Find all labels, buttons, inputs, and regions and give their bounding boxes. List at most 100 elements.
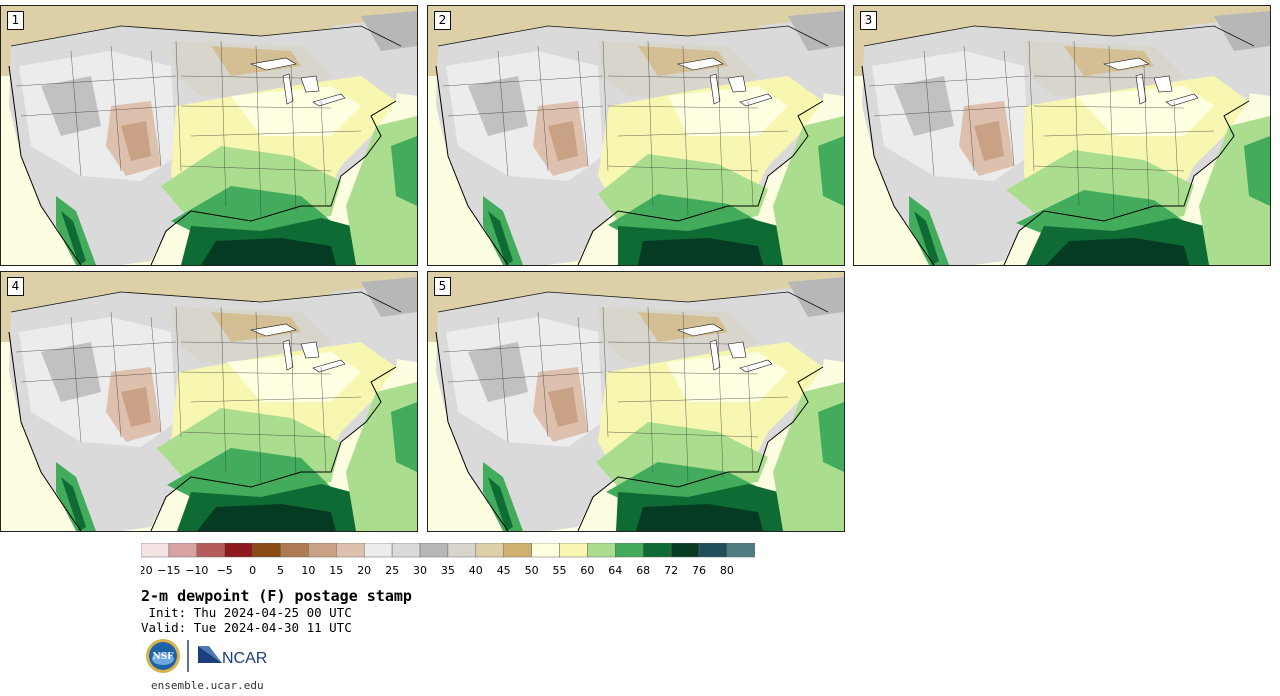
upper-midwest-band [638,312,728,342]
gulf-core [638,238,763,265]
colorbar-swatch [698,543,728,558]
us-canada-border [10,25,402,47]
upper-midwest-band [211,46,301,76]
state-boundaries [442,306,789,483]
lake-michigan [1135,73,1147,105]
colorbar-swatch [168,543,198,558]
colorbar-swatch [670,543,700,558]
colorbar-swatch [391,543,421,558]
desert-dry-core [121,121,151,161]
desert-dry-core [121,387,151,427]
great-basin-patch [41,342,101,402]
colorbar-swatch [726,543,756,558]
mexico-coast-core [61,211,86,265]
west-coastline [861,65,935,265]
sponsor-logos: NSF NCAR [146,639,267,673]
gulf-core [1046,238,1189,265]
colorbar-tick-label: 30 [413,564,427,577]
great-basin-patch [468,342,528,402]
colorbar-swatch [559,543,588,558]
gulf-stream [391,136,417,206]
colorbar-swatch [224,543,253,558]
colorbar-tick-label: 68 [636,564,650,577]
lake-superior [676,57,724,71]
colorbar-tick-label: 64 [608,564,622,577]
colorbar-tick-label: 0 [249,564,256,577]
colorbar-tick-label: 72 [664,564,678,577]
upper-midwest-band [211,312,301,342]
lake-huron [1153,75,1173,93]
gulf-core [201,238,336,265]
upper-midwest-band [638,46,728,76]
coastline [150,366,397,531]
colorbar-tick-label: 76 [692,564,706,577]
colorbar-swatch [419,543,449,558]
coastline [577,100,824,265]
lake-superior [676,323,724,337]
upper-midwest-band [1064,46,1154,76]
colorbar-swatch [503,543,532,558]
mexico-coast-core [914,211,939,265]
us-canada-border [10,291,402,313]
lake-huron [727,341,747,359]
mexico-coast-core [488,477,513,531]
west-coastline [8,65,82,265]
ncar-logo-text: NCAR [222,650,267,667]
colorbar-swatch [587,543,616,558]
lake-michigan [709,339,721,371]
nsf-logo: NSF [146,639,180,673]
quebec-region [788,11,844,51]
colorbar-tick-label: 80 [720,564,734,577]
colorbar-tick-label: 50 [525,564,539,577]
quebec-region [361,11,417,51]
colorbar-tick-label: −5 [217,564,233,577]
gulf-stream [391,402,417,472]
dewpoint-map-1 [1,6,417,265]
member-number-label: 3 [860,11,877,30]
gulf-core [197,504,336,531]
lake-michigan [282,339,294,371]
mexico-coast-core [488,211,513,265]
coastline [1003,100,1250,265]
colorbar-swatch [336,543,365,558]
state-boundaries [15,40,362,217]
colorbar-tick-label: −15 [157,564,180,577]
ensemble-member-map-3: 3 [853,5,1271,266]
quebec-region [1214,11,1270,51]
lake-michigan [282,73,294,105]
lake-superior [249,323,297,337]
nsf-logo-text: NSF [152,652,174,662]
gulf-stream [1244,136,1270,206]
gulf-core [636,504,763,531]
quebec-region [788,277,844,317]
colorbar-swatch [642,543,672,558]
mexico-coast-core [61,477,86,531]
us-canada-border [437,291,829,313]
member-number-label: 5 [434,277,451,296]
colorbar-tick-label: 40 [469,564,483,577]
great-basin-patch [41,76,101,136]
colorbar-tick-label: 60 [580,564,594,577]
member-number-label: 1 [7,11,24,30]
desert-dry-core [548,121,578,161]
colorbar-swatch [141,543,170,558]
colorbar-tick-label: −10 [185,564,208,577]
us-canada-border [437,25,829,47]
footer-url: ensemble.ucar.edu [151,679,264,692]
gulf-stream [818,402,844,472]
colorbar-swatch [308,543,337,558]
ensemble-member-map-1: 1 [0,5,418,266]
member-number-label: 2 [434,11,451,30]
ensemble-member-map-2: 2 [427,5,845,266]
us-canada-border [863,25,1255,47]
colorbar-swatch [475,543,504,558]
state-boundaries [868,40,1215,217]
colorbar-swatch [447,543,477,558]
colorbar-swatch [363,543,393,558]
coastline [577,366,824,531]
coastline [150,100,397,265]
colorbar-swatch [280,543,309,558]
lake-huron [727,75,747,93]
gulf-stream [818,136,844,206]
lake-superior [249,57,297,71]
